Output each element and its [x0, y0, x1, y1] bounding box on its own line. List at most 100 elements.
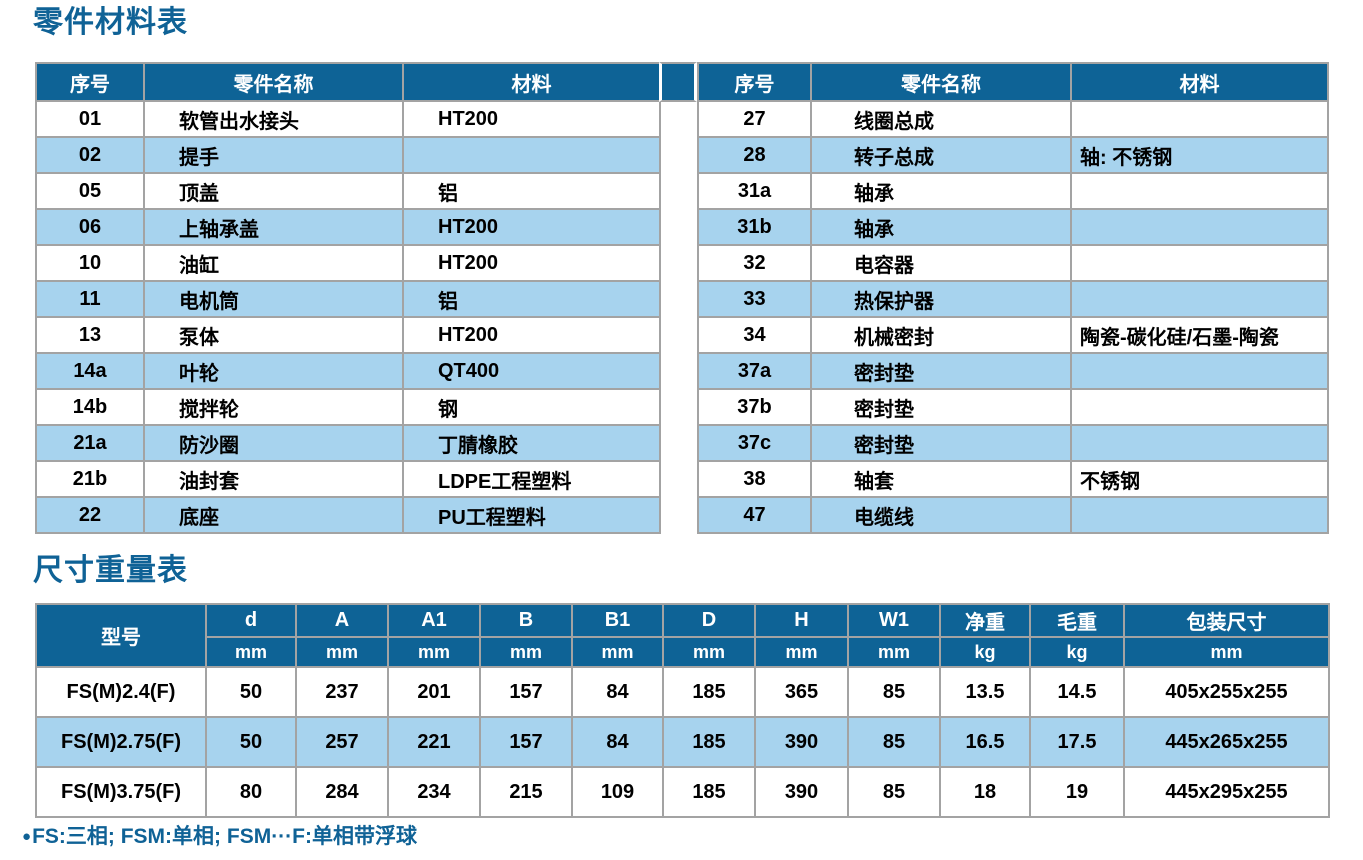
part-material-cell: 不锈钢	[1070, 460, 1329, 498]
dimension-value-cell: 185	[662, 766, 756, 818]
dimension-value-cell: 50	[205, 716, 297, 768]
model-cell: FS(M)2.4(F)	[35, 666, 207, 718]
dimension-col-label: D	[662, 603, 756, 638]
parts-table-right-header: 序号 零件名称 材料	[697, 62, 1329, 102]
parts-row: 21a 防沙圈 丁腈橡胶	[35, 424, 661, 462]
part-no-cell: 37a	[697, 352, 812, 390]
part-material-cell: 陶瓷-碳化硅/石墨-陶瓷	[1070, 316, 1329, 354]
part-no-cell: 14a	[35, 352, 145, 390]
dimensions-table: 型号 d A A1 B B1 D H W1 净重 毛重 包装尺寸 mm mm mm mm mm mm mm mm kg k…	[35, 603, 1330, 818]
part-no-cell: 47	[697, 496, 812, 534]
part-material-cell	[1070, 244, 1329, 282]
part-no-cell: 31a	[697, 172, 812, 210]
part-material-cell: HT200	[402, 208, 661, 246]
dimension-value-cell: 390	[754, 766, 849, 818]
parts-col-header: 序号	[697, 62, 812, 102]
dimension-col-unit: mm	[387, 636, 481, 668]
footnote: ●FS:三相; FSM:单相; FSM···F:单相带浮球	[22, 820, 417, 850]
part-name-cell: 提手	[143, 136, 404, 174]
parts-row: 37a 密封垫	[697, 352, 1329, 390]
part-material-cell: 丁腈橡胶	[402, 424, 661, 462]
dimension-col-unit: mm	[662, 636, 756, 668]
dimension-col-label: A1	[387, 603, 481, 638]
part-no-cell: 11	[35, 280, 145, 318]
part-name-cell: 密封垫	[810, 424, 1072, 462]
dimension-value-cell: 157	[479, 666, 573, 718]
part-no-cell: 27	[697, 100, 812, 138]
parts-tables-area: 序号 零件名称 材料 01 软管出水接头 HT200 02 提手 05 顶盖铝 06 上轴承盖 HT2…	[35, 62, 1329, 534]
part-no-cell: 31b	[697, 208, 812, 246]
parts-row: 22 底座 PU工程塑料	[35, 496, 661, 534]
part-no-cell: 10	[35, 244, 145, 282]
dimension-value-cell: 85	[847, 766, 941, 818]
parts-table-right-body: 27 线圈总成 28 转子总成 轴: 不锈钢 31a 轴承 31b 轴承 32 电容器 33 热保护器 3…	[697, 100, 1329, 534]
dimension-value-cell: 201	[387, 666, 481, 718]
dimensions-table-header: 型号 d A A1 B B1 D H W1 净重 毛重 包装尺寸 mm mm mm mm mm mm mm mm kg k…	[35, 603, 1330, 668]
parts-row: 10 油缸 HT200	[35, 244, 661, 282]
part-material-cell	[1070, 208, 1329, 246]
part-no-cell: 37c	[697, 424, 812, 462]
dimension-value-cell: 17.5	[1029, 716, 1125, 768]
part-no-cell: 28	[697, 136, 812, 174]
part-no-cell: 21b	[35, 460, 145, 498]
dimension-value-cell: 14.5	[1029, 666, 1125, 718]
dimensions-table-body: FS(M)2.4(F) 50 237 201 157 84 185 365 85 13.5 14.5…	[35, 666, 1330, 818]
dimension-col-unit: mm	[205, 636, 297, 668]
part-material-cell: LDPE工程塑料	[402, 460, 661, 498]
dimension-col-unit: mm	[295, 636, 389, 668]
parts-row: 27 线圈总成	[697, 100, 1329, 138]
parts-row: 38 轴套 不锈钢	[697, 460, 1329, 498]
part-no-cell: 01	[35, 100, 145, 138]
dimension-col-unit: mm	[754, 636, 849, 668]
part-material-cell	[1070, 424, 1329, 462]
part-material-cell	[1070, 496, 1329, 534]
dimension-value-cell: 185	[662, 666, 756, 718]
part-no-cell: 02	[35, 136, 145, 174]
part-no-cell: 38	[697, 460, 812, 498]
dimensions-row: FS(M)3.75(F) 80 284 234 215 109 185 390 85 18 19 44…	[35, 766, 1330, 818]
dimension-col-unit: kg	[1029, 636, 1125, 668]
parts-row: 13 泵体 HT200	[35, 316, 661, 354]
part-name-cell: 上轴承盖	[143, 208, 404, 246]
dimension-col-unit: mm	[571, 636, 664, 668]
dimensions-header-row-units: mm mm mm mm mm mm mm mm kg kg mm	[36, 636, 1330, 668]
dimension-value-cell: 405x255x255	[1123, 666, 1330, 718]
part-material-cell	[1070, 352, 1329, 390]
dimension-value-cell: 84	[571, 716, 664, 768]
parts-row: 05 顶盖铝	[35, 172, 661, 210]
part-no-cell: 32	[697, 244, 812, 282]
dimension-value-cell: 109	[571, 766, 664, 818]
part-material-cell: 钢	[402, 388, 661, 426]
dimension-col-label: 包装尺寸	[1123, 603, 1330, 638]
dimension-value-cell: 50	[205, 666, 297, 718]
parts-header-row: 序号 零件名称 材料	[697, 62, 1329, 102]
part-material-cell: HT200	[402, 244, 661, 282]
part-no-cell: 21a	[35, 424, 145, 462]
model-cell: FS(M)3.75(F)	[35, 766, 207, 818]
dimension-value-cell: 85	[847, 716, 941, 768]
dimensions-header-row-labels: 型号 d A A1 B B1 D H W1 净重 毛重 包装尺寸	[35, 603, 1330, 668]
parts-table-left: 序号 零件名称 材料 01 软管出水接头 HT200 02 提手 05 顶盖铝 06 上轴承盖 HT2…	[35, 62, 661, 534]
footnote-text: FS:三相; FSM:单相; FSM···F:单相带浮球	[32, 825, 417, 848]
parts-row: 31b 轴承	[697, 208, 1329, 246]
part-name-cell: 热保护器	[810, 280, 1072, 318]
dimension-value-cell: 185	[662, 716, 756, 768]
dimension-col-label: d	[205, 603, 297, 638]
dimensions-row: FS(M)2.75(F) 50 257 221 157 84 185 390 85 16.5 17.…	[35, 716, 1330, 768]
header-gap-filler	[659, 62, 697, 102]
part-no-cell: 06	[35, 208, 145, 246]
dimension-value-cell: 18	[939, 766, 1031, 818]
part-no-cell: 33	[697, 280, 812, 318]
part-name-cell: 顶盖	[143, 172, 404, 210]
part-name-cell: 软管出水接头	[143, 100, 404, 138]
dimension-value-cell: 445x265x255	[1123, 716, 1330, 768]
dimension-value-cell: 221	[387, 716, 481, 768]
dimensions-weight-table-title: 尺寸重量表	[33, 554, 188, 587]
part-name-cell: 轴承	[810, 172, 1072, 210]
dimension-col-label: B1	[571, 603, 664, 638]
part-name-cell: 电容器	[810, 244, 1072, 282]
parts-row: 37b 密封垫	[697, 388, 1329, 426]
part-name-cell: 防沙圈	[143, 424, 404, 462]
dimension-value-cell: 284	[295, 766, 389, 818]
